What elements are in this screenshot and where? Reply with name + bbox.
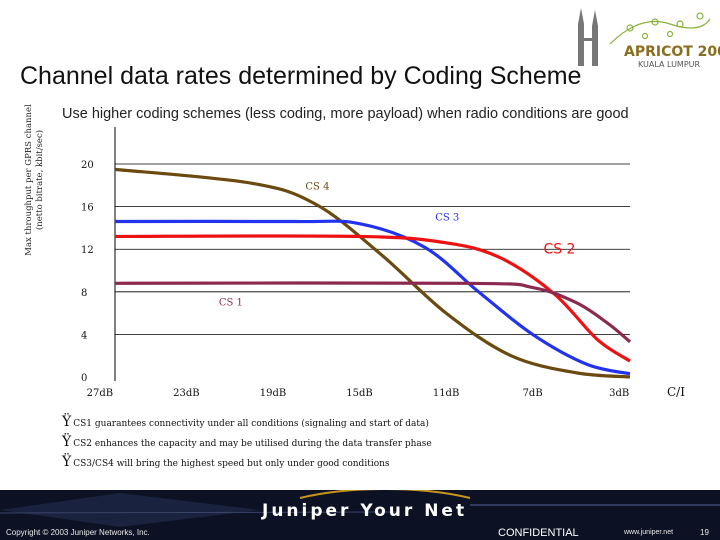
note-bullet: Ÿ	[62, 454, 72, 470]
note-text: CS1 guarantees connectivity under all co…	[73, 419, 429, 429]
series-line-cs-4	[114, 167, 631, 379]
juniper-brand: Juniper Your Net	[261, 501, 467, 521]
y-tick-label: 12	[81, 245, 94, 256]
page-number: 19	[700, 528, 709, 537]
x-tick-label: 19dB	[260, 388, 286, 399]
note-item: Ÿ CS1 guarantees connectivity under all c…	[62, 412, 432, 432]
slide-subtitle: Use higher coding schemes (less coding, …	[62, 106, 629, 122]
note-text: CS2 enhances the capacity and may be uti…	[73, 439, 432, 449]
series-line-cs-1	[114, 281, 632, 344]
slide-title: Channel data rates determined by Coding …	[20, 62, 582, 90]
note-item: Ÿ CS2 enhances the capacity and may be ut…	[62, 432, 432, 452]
x-tick-label: 11dB	[433, 388, 459, 399]
footer-bar: Juniper Your Net Copyright © 2003 Junipe…	[0, 490, 720, 540]
notes-list: Ÿ CS1 guarantees connectivity under all c…	[62, 412, 432, 472]
x-tick-label: 7dB	[523, 388, 543, 399]
swoosh-icon	[299, 490, 471, 499]
y-tick-label: 16	[81, 203, 94, 214]
y-tick-label: 8	[81, 288, 87, 299]
y-tick-label: 4	[81, 330, 87, 341]
note-text: CS3/CS4 will bring the highest speed but…	[73, 459, 390, 469]
note-bullet: Ÿ	[62, 434, 72, 450]
footer-graphic: Juniper Your Net	[0, 490, 720, 540]
series-label-cs-3: CS 3	[435, 212, 459, 223]
series-label-cs-1: CS 1	[219, 298, 243, 309]
series-line-cs-3	[114, 219, 631, 376]
logo-text: APRICOT 2004	[624, 44, 720, 60]
note-item: Ÿ CS3/CS4 will bring the highest speed bu…	[62, 452, 432, 472]
confidential-text: CONFIDENTIAL	[498, 527, 579, 539]
x-tick-label: 23dB	[173, 388, 199, 399]
x-tick-label: 3dB	[609, 388, 629, 399]
y-tick-label: 20	[81, 160, 94, 171]
series-label-cs-4: CS 4	[305, 182, 329, 193]
website-url[interactable]: www.juniper.net	[624, 529, 674, 536]
series-label-cs-2: CS 2	[543, 241, 575, 257]
network-dots-icon	[609, 12, 711, 45]
logo-subtext: KUALA LUMPUR	[638, 60, 701, 69]
copyright-text: Copyright © 2003 Juniper Networks, Inc.	[6, 528, 150, 537]
x-tick-label: 15dB	[346, 388, 372, 399]
x-tick-label: 27dB	[87, 388, 113, 399]
x-axis-label: C/I	[667, 385, 685, 399]
apricot-logo: APRICOT 2004 KUALA LUMPUR	[578, 8, 720, 69]
note-bullet: Ÿ	[62, 414, 72, 430]
y-tick-label: 0	[81, 373, 87, 384]
series-line-cs-2	[114, 234, 631, 363]
tower-icon	[578, 8, 598, 66]
